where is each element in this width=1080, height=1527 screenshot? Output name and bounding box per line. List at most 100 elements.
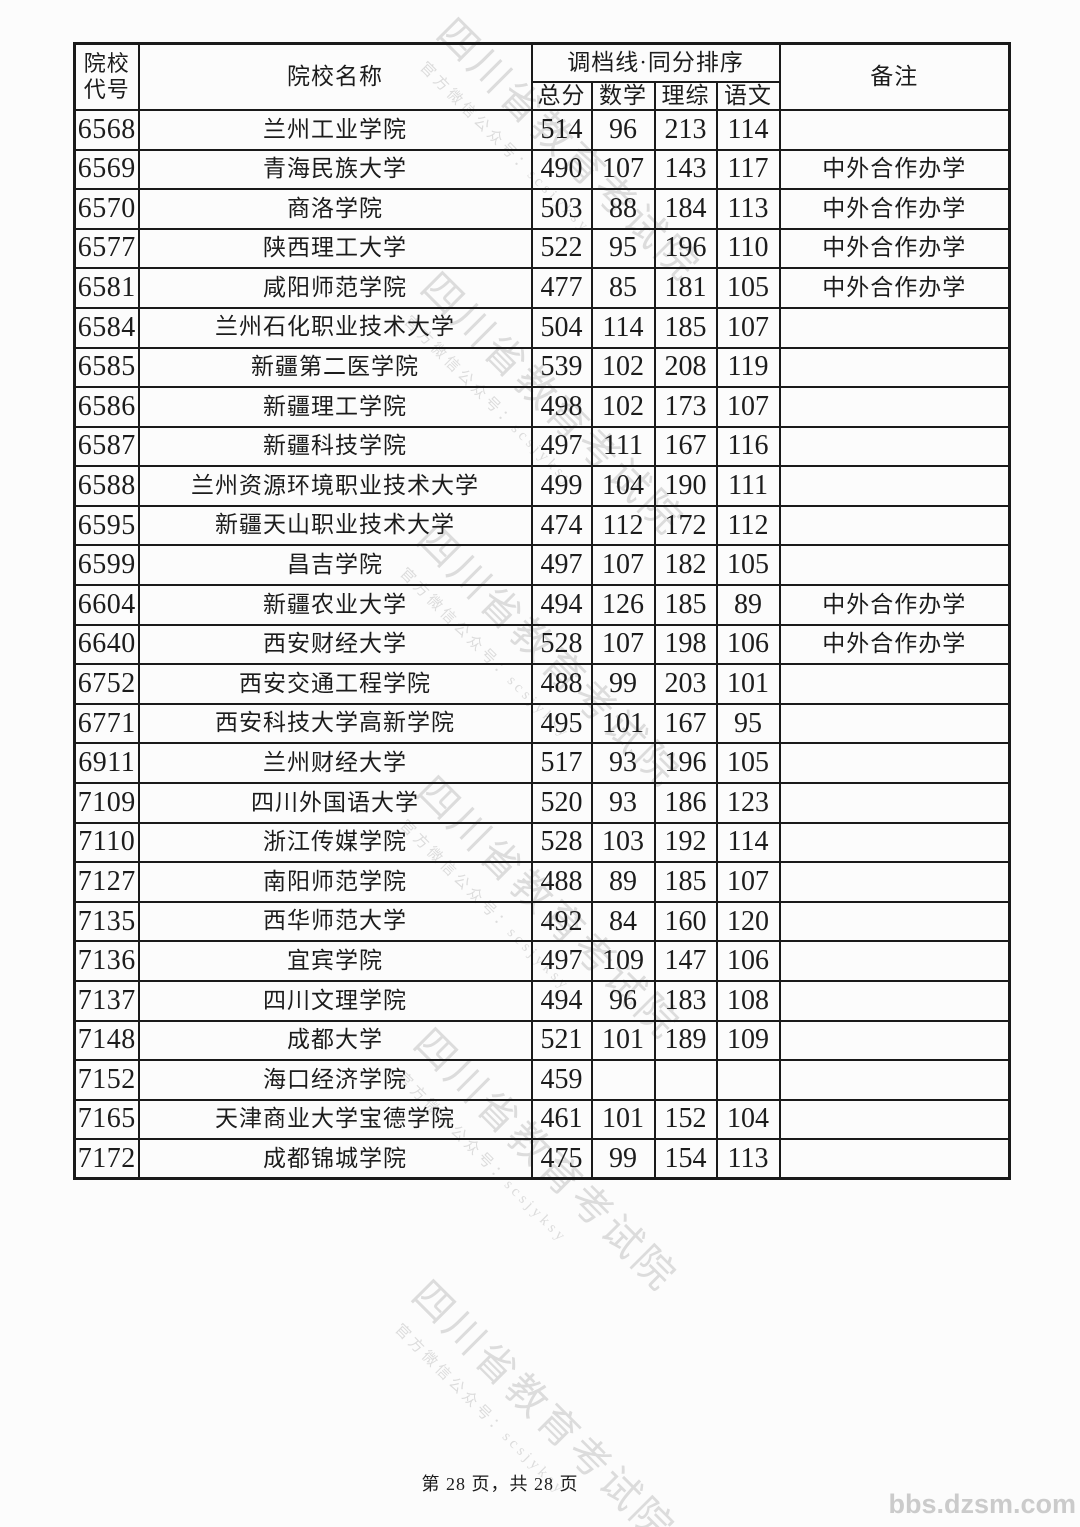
college-code-cell: 6771 [73,702,140,745]
college-code-cell: 6599 [73,544,140,587]
college-code-cell: 6568 [73,108,140,151]
chinese-score-cell: 112 [715,504,781,547]
table-row: 7137 四川文理学院 494 96 183 108 [73,980,1011,1022]
remark-cell [778,980,1011,1022]
math-score-cell: 99 [590,1138,656,1180]
total-score-cell: 488 [530,663,593,705]
science-score-cell: 186 [653,782,718,824]
math-score-cell: 101 [590,1098,656,1141]
math-score-cell: 101 [590,702,656,745]
college-name-cell: 咸阳师范学院 [137,267,533,309]
math-score-cell: 114 [590,306,656,349]
total-score-cell: 477 [530,267,593,309]
total-score-cell: 498 [530,386,593,428]
college-code-cell: 7148 [73,1019,140,1062]
math-score-cell: 102 [590,386,656,428]
college-name-cell: 成都锦城学院 [137,1138,533,1180]
chinese-score-cell: 116 [715,425,781,468]
remark-cell [778,900,1011,943]
table-row: 6585 新疆第二医学院 539 102 208 119 [73,346,1011,389]
total-score-cell: 503 [530,188,593,230]
remark-cell [778,1019,1011,1062]
header-college-code-line1: 院校 [83,50,130,76]
total-score-cell: 492 [530,900,593,943]
college-name-cell: 兰州资源环境职业技术大学 [137,465,533,507]
remark-cell [778,346,1011,389]
math-score-cell: 107 [590,148,656,191]
remark-cell: 中外合作办学 [778,623,1011,666]
header-college-name: 院校名称 [137,42,533,111]
science-score-cell: 208 [653,346,718,389]
header-chinese-score: 语文 [715,80,781,111]
college-name-cell: 宜宾学院 [137,940,533,982]
chinese-score-cell: 104 [715,1098,781,1141]
college-code-cell: 6581 [73,267,140,309]
table-row: 7152 海口经济学院 459 [73,1059,1011,1101]
chinese-score-cell: 114 [715,821,781,864]
table-row: 6568 兰州工业学院 514 96 213 114 [73,108,1011,151]
college-code-cell: 7137 [73,980,140,1022]
remark-cell [778,306,1011,349]
remark-cell [778,1059,1011,1101]
college-name-cell: 四川文理学院 [137,980,533,1022]
remark-cell [778,821,1011,864]
science-score-cell: 196 [653,227,718,270]
math-score-cell: 107 [590,623,656,666]
math-score-cell: 107 [590,544,656,587]
remark-cell: 中外合作办学 [778,227,1011,270]
total-score-cell: 488 [530,861,593,903]
remark-cell [778,386,1011,428]
remark-cell: 中外合作办学 [778,148,1011,191]
math-score-cell: 112 [590,504,656,547]
math-score-cell: 101 [590,1019,656,1062]
total-score-cell: 514 [530,108,593,151]
college-code-cell: 6595 [73,504,140,547]
science-score-cell: 182 [653,544,718,587]
remark-cell [778,940,1011,982]
college-name-cell: 兰州石化职业技术大学 [137,306,533,349]
science-score-cell: 189 [653,1019,718,1062]
header-score-group: 调档线·同分排序 [530,42,781,83]
science-score-cell: 185 [653,861,718,903]
chinese-score-cell: 113 [715,188,781,230]
remark-cell [778,1138,1011,1180]
science-score-cell [653,1059,718,1101]
chinese-score-cell: 101 [715,663,781,705]
total-score-cell: 497 [530,544,593,587]
chinese-score-cell: 106 [715,940,781,982]
college-code-cell: 7165 [73,1098,140,1141]
science-score-cell: 203 [653,663,718,705]
remark-cell [778,861,1011,903]
chinese-score-cell: 105 [715,267,781,309]
table-row: 6581 咸阳师范学院 477 85 181 105 中外合作办学 [73,267,1011,309]
chinese-score-cell: 117 [715,148,781,191]
college-code-cell: 6577 [73,227,140,270]
table-row: 6771 西安科技大学高新学院 495 101 167 95 [73,702,1011,745]
college-name-cell: 新疆农业大学 [137,584,533,626]
college-name-cell: 海口经济学院 [137,1059,533,1101]
college-code-cell: 6585 [73,346,140,389]
college-name-cell: 成都大学 [137,1019,533,1062]
header-science-score: 理综 [653,80,718,111]
table-body: 6568 兰州工业学院 514 96 213 114 6569 青海民族大学 4… [73,108,1011,1180]
table-row: 6586 新疆理工学院 498 102 173 107 [73,386,1011,428]
total-score-cell: 528 [530,623,593,666]
table-row: 6599 昌吉学院 497 107 182 105 [73,544,1011,587]
total-score-cell: 528 [530,821,593,864]
math-score-cell: 126 [590,584,656,626]
math-score-cell: 93 [590,742,656,785]
college-code-cell: 7152 [73,1059,140,1101]
college-name-cell: 新疆第二医学院 [137,346,533,389]
math-score-cell: 88 [590,188,656,230]
header-college-code: 院校 代号 [73,42,140,111]
total-score-cell: 459 [530,1059,593,1101]
math-score-cell: 102 [590,346,656,389]
college-name-cell: 商洛学院 [137,188,533,230]
chinese-score-cell: 107 [715,861,781,903]
math-score-cell: 95 [590,227,656,270]
science-score-cell: 185 [653,306,718,349]
chinese-score-cell: 105 [715,742,781,785]
science-score-cell: 172 [653,504,718,547]
total-score-cell: 474 [530,504,593,547]
